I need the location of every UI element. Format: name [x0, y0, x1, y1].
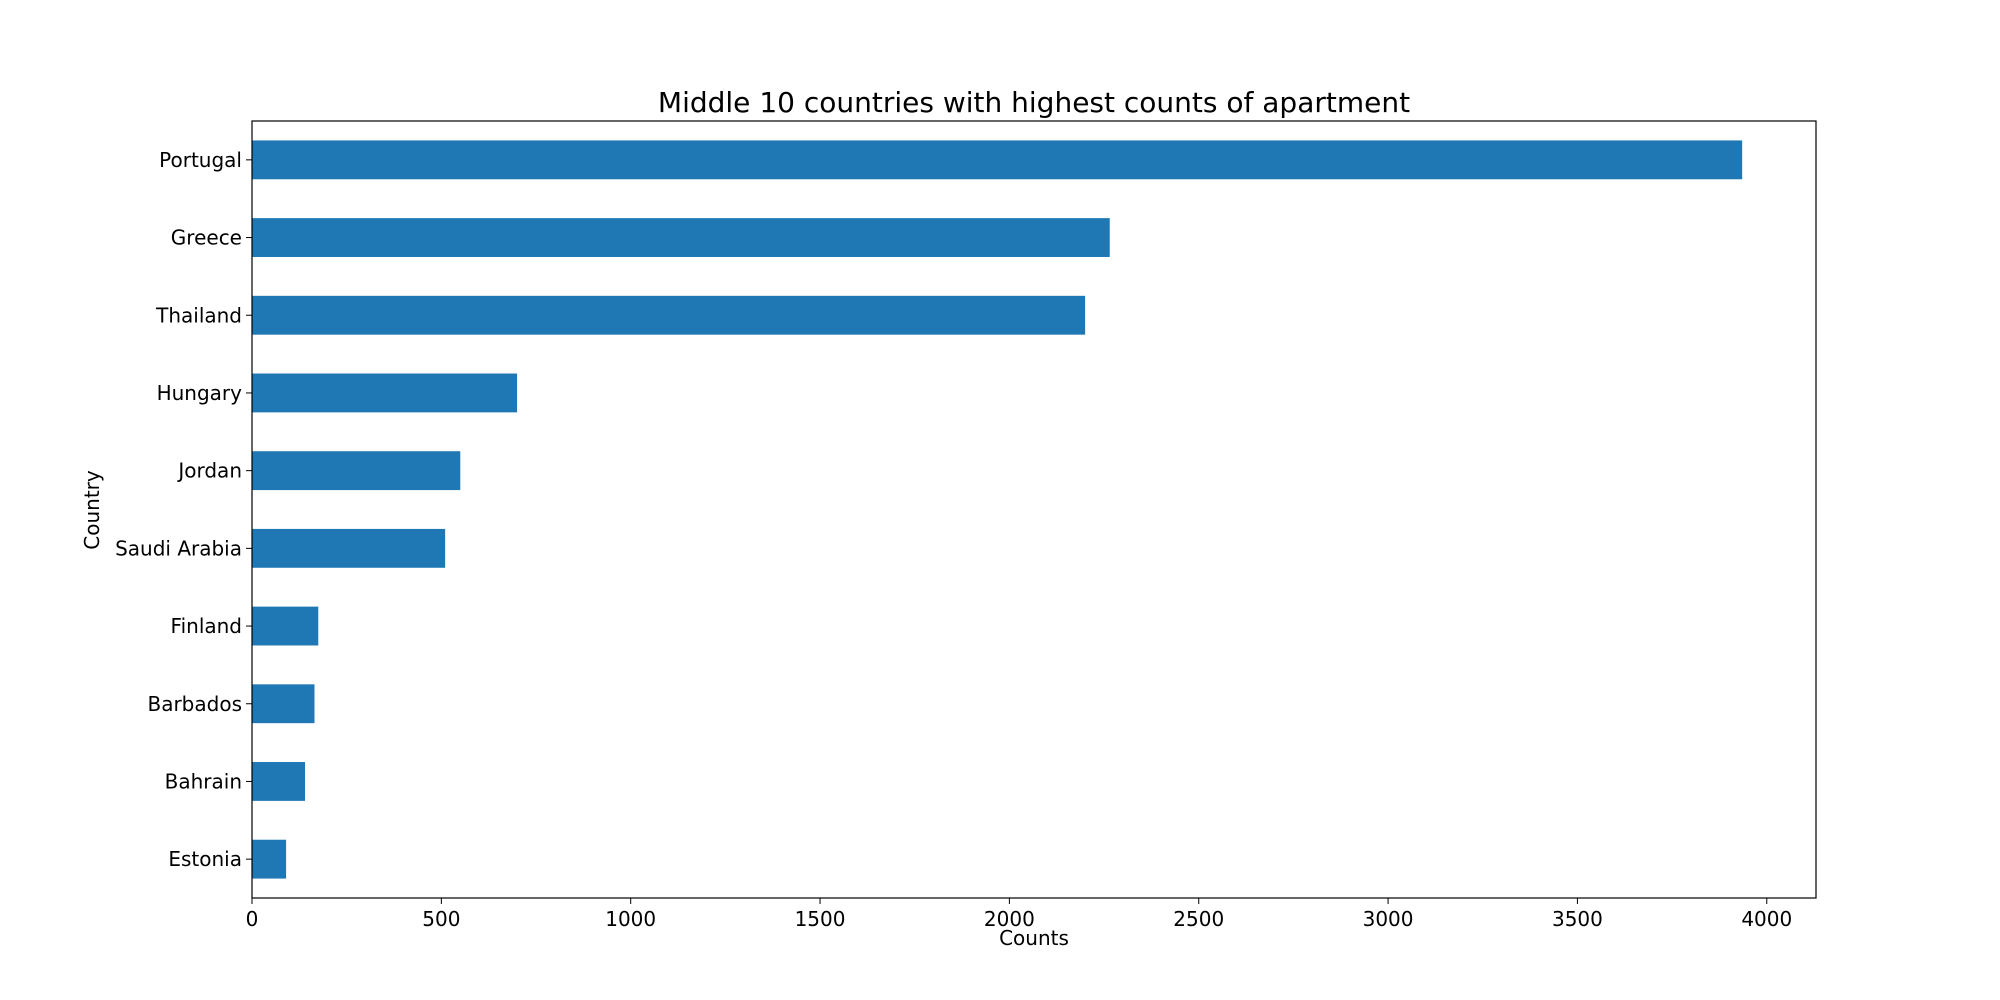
- bar-thailand: [252, 295, 1086, 335]
- x-tick-label: 3000: [1363, 907, 1414, 931]
- x-tick-label: 2000: [984, 907, 1035, 931]
- y-tick-label: Portugal: [159, 148, 242, 172]
- bar-barbados: [252, 684, 315, 724]
- y-tick-label: Bahrain: [165, 769, 242, 793]
- bars: [252, 140, 1743, 879]
- bar-hungary: [252, 373, 518, 413]
- x-tick-label: 1500: [795, 907, 846, 931]
- bar-bahrain: [252, 762, 306, 801]
- x-tick-label: 500: [422, 907, 460, 931]
- x-axis-title: Counts: [999, 926, 1069, 950]
- x-tick-label: 4000: [1741, 907, 1792, 931]
- y-tick-label: Jordan: [176, 459, 242, 483]
- y-axis-title: Country: [80, 470, 104, 550]
- bar-greece: [252, 218, 1110, 257]
- y-tick-label: Hungary: [157, 381, 243, 405]
- bar-saudi-arabia: [252, 528, 446, 568]
- y-tick-label: Saudi Arabia: [115, 536, 242, 560]
- y-tick-label: Finland: [171, 614, 242, 638]
- x-tick-label: 1000: [605, 907, 656, 931]
- chart-title: Middle 10 countries with highest counts …: [658, 86, 1410, 119]
- x-axis: 0 500 1000 1500 2000 2500 3000 3500 4000: [246, 898, 1792, 931]
- bar-finland: [252, 606, 319, 646]
- plot-area: [251, 120, 1817, 899]
- y-tick-label: Greece: [171, 226, 242, 250]
- bar-portugal: [252, 140, 1743, 180]
- y-tick-label: Barbados: [147, 692, 242, 716]
- x-tick-label: 0: [246, 907, 259, 931]
- plot-frame: [251, 120, 1817, 899]
- bar-estonia: [252, 839, 287, 879]
- x-tick-label: 2500: [1173, 907, 1224, 931]
- bar-jordan: [252, 451, 461, 491]
- y-tick-label: Estonia: [168, 847, 242, 871]
- y-axis: Portugal Greece Thailand Hungary Jordan Saudi…: [115, 148, 252, 871]
- x-tick-label: 3500: [1552, 907, 1603, 931]
- y-tick-label: Thailand: [155, 303, 242, 327]
